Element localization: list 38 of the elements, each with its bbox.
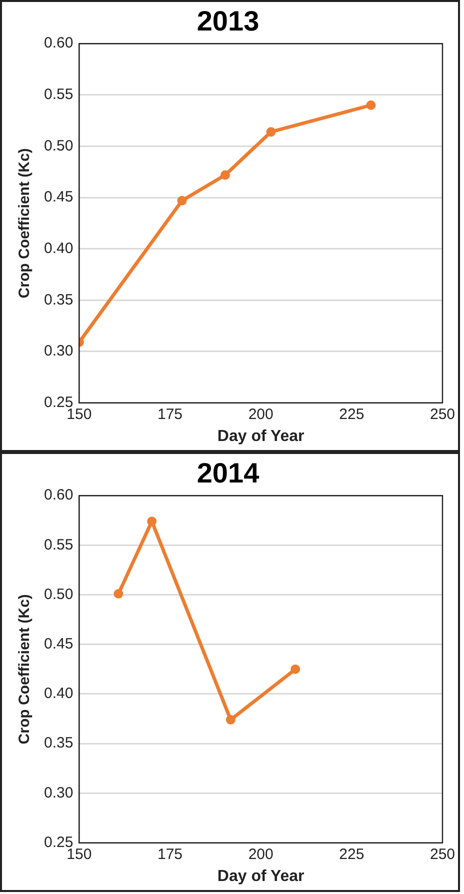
point: [114, 589, 124, 599]
point: [266, 127, 276, 137]
y-tick-label: 0.35: [44, 734, 74, 752]
y-tick-label: 0.40: [44, 240, 74, 257]
x-tick-label: 225: [339, 406, 364, 423]
x-tick-label: 250: [430, 406, 455, 423]
x-axis-title: Day of Year: [217, 428, 304, 445]
y-axis-title: Crop Coefficient (Kc): [16, 594, 34, 744]
chart-title: 2014: [196, 458, 260, 489]
x-tick-label: 200: [248, 406, 274, 423]
x-tick-label: 250: [430, 846, 455, 863]
y-tick-label: 0.50: [44, 137, 74, 154]
x-tick-label: 150: [66, 406, 92, 423]
point: [177, 196, 187, 206]
y-tick-label: 0.45: [44, 636, 74, 653]
chart-title: 2013: [196, 6, 260, 37]
x-tick-label: 175: [158, 406, 183, 423]
x-tick-label: 200: [248, 846, 274, 863]
y-tick-label: 0.55: [44, 86, 74, 104]
y-tick-label: 0.30: [44, 784, 74, 802]
y-tick-label: 0.45: [44, 188, 74, 206]
x-tick-label: 225: [339, 846, 364, 863]
y-tick-label: 0.60: [44, 486, 74, 504]
point: [226, 715, 236, 725]
point: [220, 170, 230, 180]
point: [366, 100, 376, 110]
y-tick-label: 0.50: [44, 586, 74, 603]
y-tick-label: 0.40: [44, 685, 74, 702]
y-tick-label: 0.55: [44, 536, 74, 554]
y-tick-label: 0.35: [44, 291, 74, 308]
x-tick-label: 150: [66, 846, 92, 863]
x-tick-label: 175: [158, 846, 183, 863]
point: [290, 664, 300, 674]
y-axis-title: Crop Coefficient (Kc): [16, 148, 34, 298]
point: [147, 516, 157, 526]
y-tick-label: 0.30: [44, 342, 74, 360]
x-axis-title: Day of Year: [217, 868, 304, 885]
y-tick-label: 0.60: [44, 34, 74, 52]
